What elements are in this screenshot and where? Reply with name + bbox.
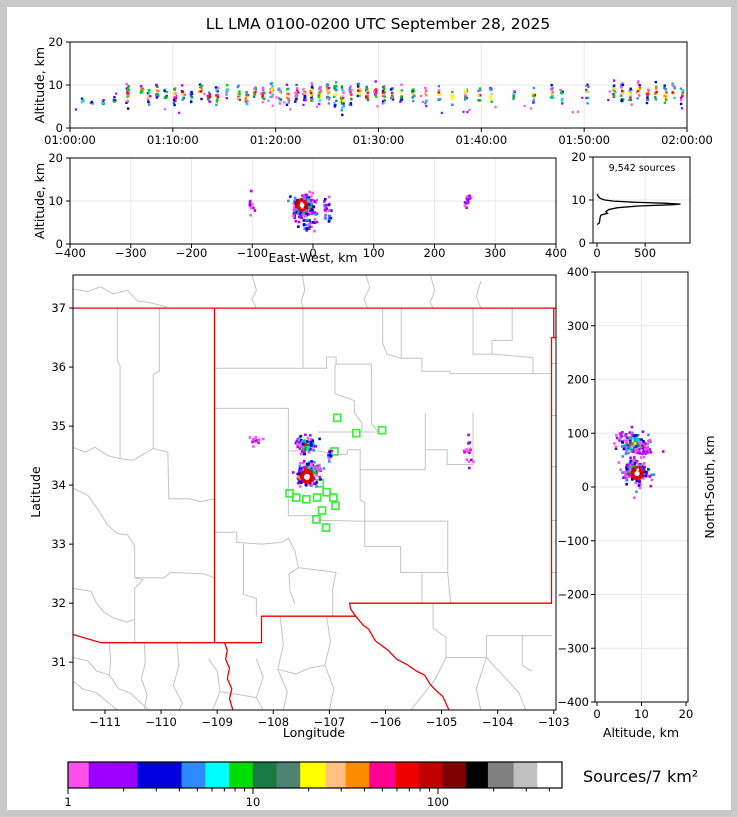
tick-label: −200 [557,588,589,602]
tick-label: 20 [48,35,63,49]
tick-label: 10 [571,193,586,207]
tick-label: −100 [557,534,589,548]
storm-core-marker [294,198,309,212]
figure-paper [7,7,731,810]
cg-strike-markers [285,413,387,532]
tick-label: 20 [679,707,694,721]
tick-label: 33 [51,537,66,551]
tick-label: −400 [54,246,86,260]
tick-label: −106 [370,715,402,729]
tick-label: −103 [538,715,570,729]
tick-label: 01:50:00 [558,133,610,147]
tick-label: 20 [48,151,63,165]
north-south-height-panel: 0 10 20 400 300 200 100 0 −100 −200 −300 −400 [557,265,693,721]
figure-title: LL LMA 0100-0200 UTC September 28, 2025 [206,15,550,33]
tick-label: 200 [424,246,446,260]
tick-label: 31 [51,655,66,669]
tick-label: 10 [246,795,261,809]
tick-label: −111 [89,715,121,729]
tick-label: 0 [582,480,589,494]
tick-label: 400 [545,246,567,260]
tick-label: 34 [51,478,66,492]
tick-label: 01:40:00 [456,133,508,147]
tick-label: 500 [634,246,656,260]
plan-view-map-panel: −111 −110 −109 −108 −107 −106 −105 −104 −103 31 32… [51,274,570,729]
tick-label: −300 [557,641,589,655]
tick-label: 100 [363,246,385,260]
tick-label: 10 [48,78,63,92]
ns-panel-xlabel: Altitude, km [603,725,679,740]
map-xlabel: Longitude [283,725,345,740]
colorbar-segments [68,762,563,788]
tick-label: 35 [51,419,66,433]
tick-label: 0 [309,246,316,260]
tick-label: −300 [115,246,147,260]
tick-label: 0 [593,707,600,721]
panel-frame [72,274,557,711]
tick-label: 300 [567,319,589,333]
ew-height-scatter [248,189,473,233]
tick-label: −105 [426,715,458,729]
county-borders [73,275,556,710]
state-borders [73,307,556,710]
tick-label: 0 [56,121,63,135]
storm-core-marker [630,465,645,481]
storm-core-marker [296,467,314,485]
tick-label: 0 [593,246,600,260]
tick-label: −108 [257,715,289,729]
tick-label: 0 [579,236,586,250]
tick-label: 36 [51,360,66,374]
tick-label: 10 [634,707,649,721]
source-count-annotation: 9,542 sources [609,163,676,174]
altitude-profile-curve [596,193,681,226]
tick-label: 400 [567,265,589,279]
tick-label: −400 [557,695,589,709]
tick-label: 100 [427,795,449,809]
tick-label: −104 [482,715,514,729]
ns-height-scatter [613,425,665,499]
altitude-histogram-panel: 0 500 0 10 20 [571,150,691,260]
tick-label: −110 [145,715,177,729]
tick-label: −100 [236,246,268,260]
map-ylabel: Latitude [28,466,43,518]
tick-label: −200 [176,246,208,260]
map-layers [73,275,556,710]
tick-label: 01:10:00 [147,133,199,147]
tick-label: 200 [567,373,589,387]
ew-panel-ylabel: Altitude, km [32,163,47,239]
tick-label: 02:00:00 [661,133,713,147]
tick-label: 1 [64,795,71,809]
tick-label: 01:00:00 [44,133,96,147]
tick-label: −109 [201,715,233,729]
tick-label: 10 [48,194,63,208]
map-scatter [248,433,475,488]
tick-label: 100 [567,426,589,440]
ns-panel-ylabel: North-South, km [702,435,717,538]
colorbar-frame [67,761,563,789]
time-panel-ylabel: Altitude, km [32,47,47,123]
tick-label: 01:20:00 [250,133,302,147]
tick-label: 20 [571,150,586,164]
tick-label: 300 [484,246,506,260]
tick-label: 37 [51,301,66,315]
colorbar-label: Sources/7 km² [583,767,698,786]
time-height-scatter [74,79,685,117]
tick-label: 01:30:00 [353,133,405,147]
tick-label: 32 [51,596,66,610]
tick-label: −107 [314,715,346,729]
tick-label: 0 [56,237,63,251]
time-height-panel: 01:00:00 01:10:00 01:20:00 01:30:00 01:40:00… [44,35,713,147]
colorbar: 1 10 100 [64,761,563,809]
ew-panel-xlabel: East-West, km [268,250,357,265]
east-west-height-panel: −400 −300 −200 −100 0 100 200 300 400 0 10 20 [48,151,567,260]
